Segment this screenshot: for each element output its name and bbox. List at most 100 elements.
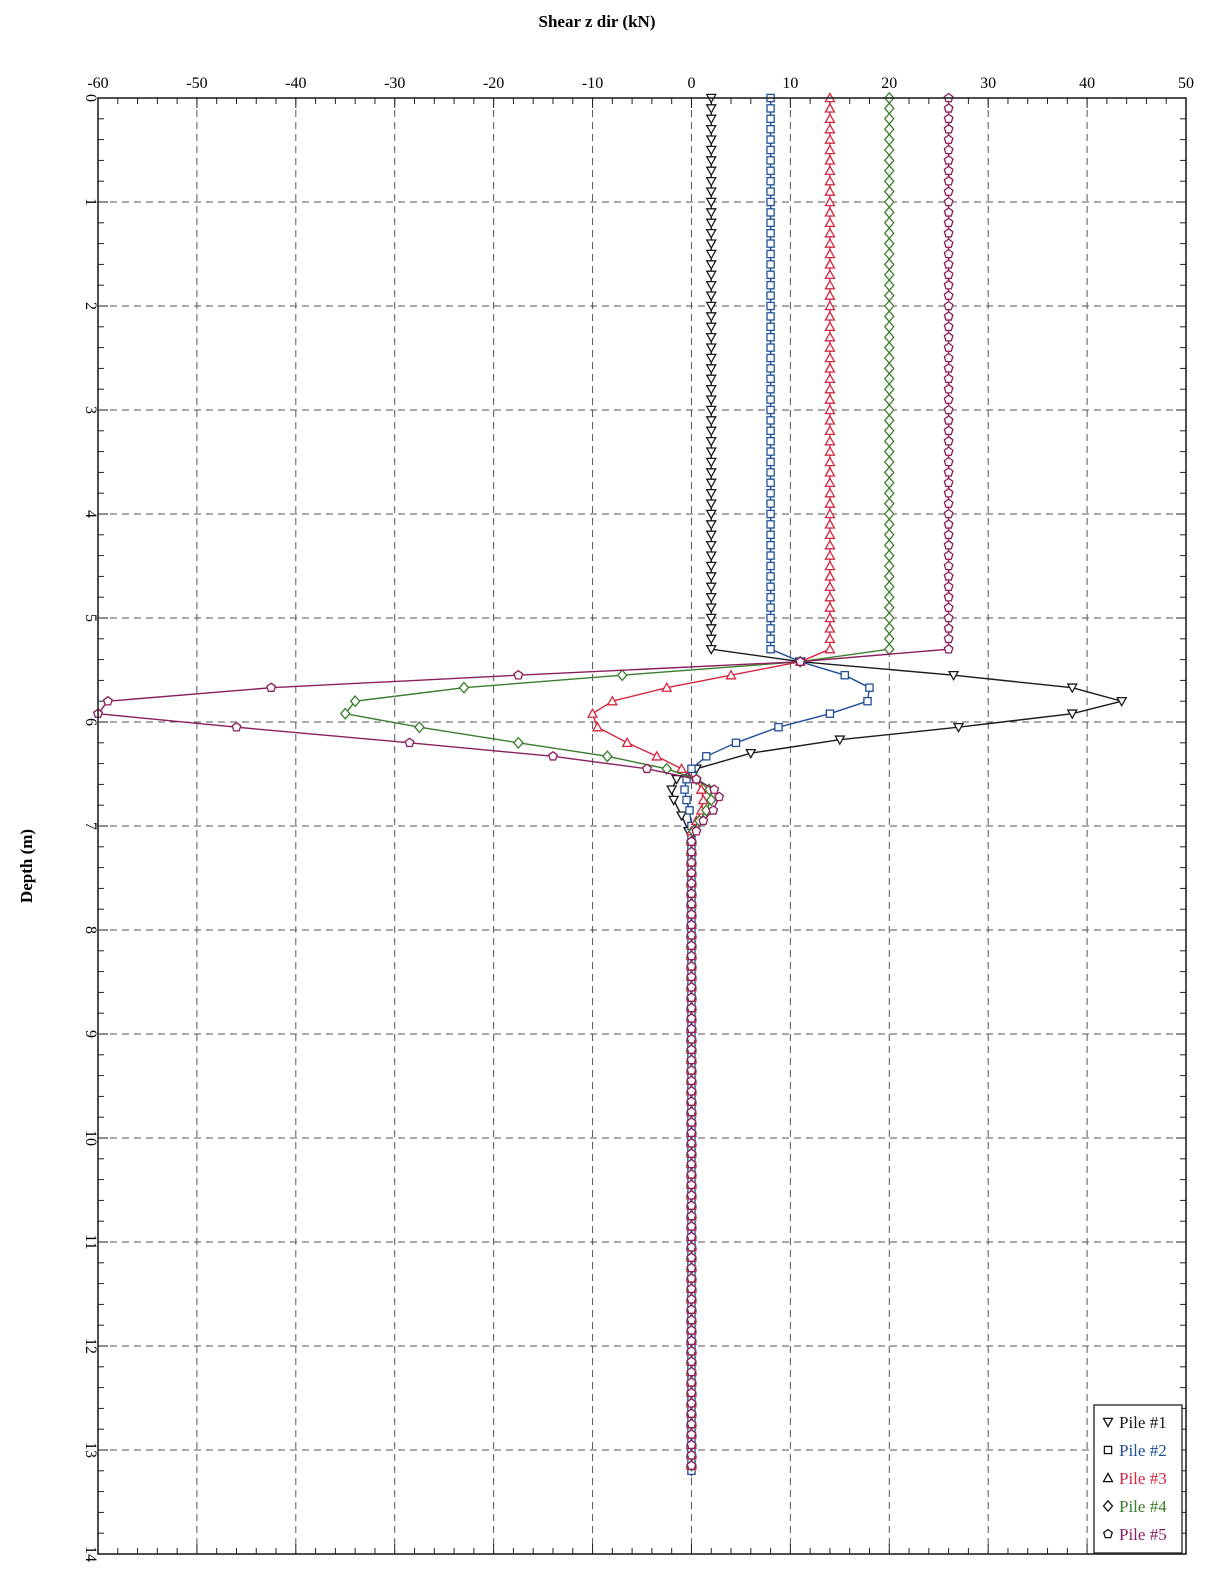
data-point <box>766 644 775 654</box>
data-point <box>774 722 783 732</box>
data-point <box>883 414 895 427</box>
data-point <box>883 310 895 323</box>
data-point <box>883 247 895 261</box>
data-point <box>883 299 895 313</box>
data-point <box>686 1325 697 1335</box>
data-point <box>682 795 691 805</box>
data-point <box>943 155 954 165</box>
data-point <box>883 487 895 500</box>
y-tick-label: 11 <box>82 1234 99 1249</box>
data-point <box>661 681 673 692</box>
data-point <box>943 477 954 488</box>
data-point <box>943 560 954 571</box>
x-tick-label: 50 <box>1178 75 1194 92</box>
data-point <box>686 877 697 888</box>
data-point <box>824 175 836 186</box>
data-point <box>883 549 895 562</box>
data-point <box>686 1023 697 1034</box>
data-point <box>824 549 836 560</box>
data-point <box>883 528 895 541</box>
data-point <box>766 145 775 155</box>
data-point <box>883 591 895 604</box>
data-point <box>705 572 717 583</box>
data-point <box>606 695 618 706</box>
data-point <box>883 185 895 198</box>
data-point <box>705 301 717 312</box>
series-pile-1 <box>666 93 1128 1477</box>
data-point <box>705 592 717 604</box>
data-point <box>883 195 895 209</box>
data-point <box>705 478 717 489</box>
x-tick-label: 10 <box>782 75 798 92</box>
data-point <box>766 603 775 612</box>
data-point <box>883 320 895 333</box>
data-point <box>824 154 836 165</box>
data-point <box>705 457 717 468</box>
data-point <box>705 603 717 614</box>
data-point <box>766 312 775 321</box>
x-tick-label: 0 <box>687 75 695 92</box>
data-point <box>1066 683 1078 694</box>
data-point <box>824 279 836 290</box>
data-point <box>686 846 697 857</box>
data-point <box>766 436 775 446</box>
data-point <box>824 362 836 373</box>
legend-label: Pile #2 <box>1119 1441 1167 1460</box>
data-point <box>883 424 895 437</box>
data-point <box>686 929 697 940</box>
data-point <box>824 164 836 176</box>
data-point <box>705 187 717 198</box>
data-point <box>766 301 775 311</box>
data-point <box>824 300 836 311</box>
data-point <box>943 435 954 446</box>
data-point <box>686 1200 697 1210</box>
data-point <box>943 446 954 456</box>
data-point <box>686 909 697 919</box>
data-point <box>943 259 954 269</box>
data-point <box>702 752 711 761</box>
data-point <box>824 466 836 477</box>
data-point <box>705 104 717 115</box>
data-point <box>824 310 836 321</box>
data-point <box>231 721 242 732</box>
data-point <box>824 133 836 144</box>
data-point <box>943 508 954 519</box>
data-point <box>686 1137 697 1148</box>
data-point <box>668 795 680 806</box>
data-point <box>547 751 559 761</box>
y-tick-label: 3 <box>82 406 99 414</box>
data-point <box>883 206 895 219</box>
data-point <box>943 207 954 217</box>
data-point <box>943 186 954 196</box>
data-point <box>943 331 954 342</box>
data-point <box>695 783 707 794</box>
data-point <box>883 559 895 573</box>
data-point <box>952 722 965 734</box>
data-point <box>883 154 895 167</box>
x-tick-label: -60 <box>87 75 108 92</box>
data-point <box>705 114 717 125</box>
data-point <box>824 352 836 363</box>
data-point <box>766 416 775 425</box>
data-point <box>705 280 717 292</box>
data-point <box>883 164 895 177</box>
data-point <box>686 1075 697 1086</box>
legend-marker <box>1102 1417 1114 1428</box>
data-point <box>697 794 709 805</box>
data-point <box>824 289 836 300</box>
data-point <box>766 551 775 560</box>
data-point <box>943 394 954 404</box>
data-point <box>705 228 717 240</box>
data-point <box>943 269 954 280</box>
data-point <box>705 520 717 531</box>
data-point <box>705 353 717 364</box>
data-point <box>705 291 717 302</box>
data-point <box>266 682 277 692</box>
data-point <box>686 1231 697 1242</box>
data-point <box>705 312 717 323</box>
data-point <box>824 393 836 404</box>
data-point <box>766 291 775 300</box>
data-point <box>824 341 836 352</box>
data-point <box>834 735 846 746</box>
data-point <box>883 507 895 521</box>
